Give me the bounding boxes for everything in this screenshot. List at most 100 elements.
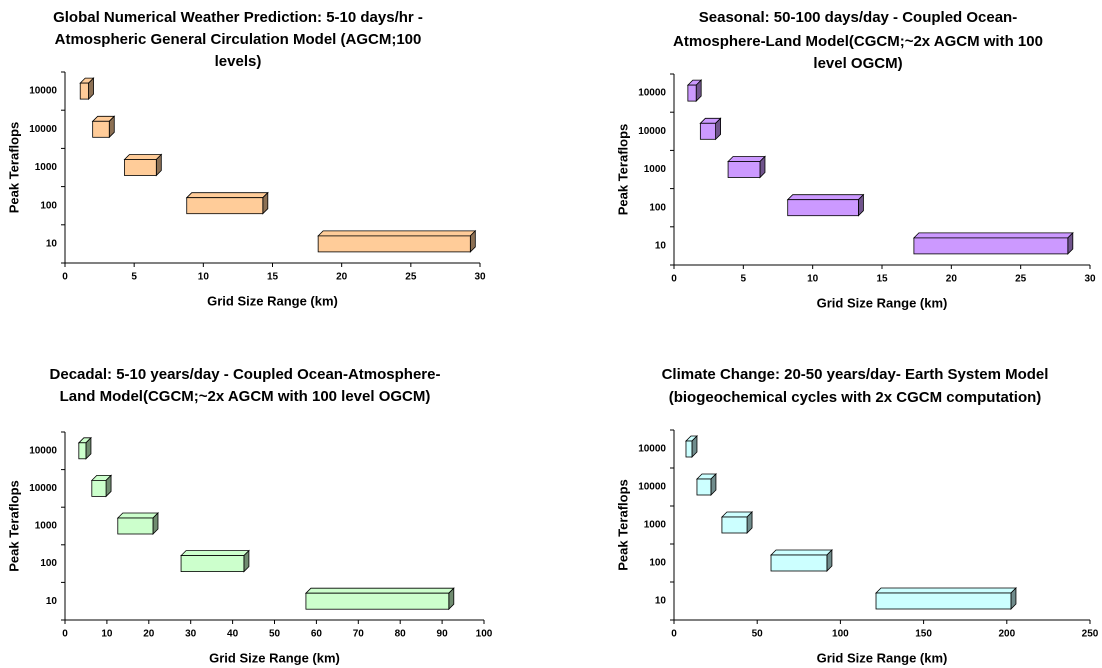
x-tick-label: 0	[62, 272, 68, 283]
y-tick-label: 10000	[638, 126, 666, 137]
bar	[124, 159, 157, 176]
bar-top	[123, 154, 163, 160]
bar	[875, 592, 1012, 610]
chart-panel: Seasonal: 50-100 days/day - Coupled Ocea…	[615, 9, 1096, 310]
x-axis-label: Grid Size Range (km)	[817, 650, 948, 665]
bar	[787, 199, 859, 217]
x-tick-label: 40	[227, 629, 239, 640]
y-tick-label: 100	[40, 200, 57, 211]
chart-panel: Climate Change: 20-50 years/day- Earth S…	[615, 366, 1098, 665]
y-tick-label: 10000	[29, 445, 57, 456]
y-tick-label: 10000	[638, 88, 666, 99]
bar	[79, 82, 89, 100]
y-tick-label: 10000	[638, 444, 666, 455]
y-tick-label: 100	[649, 558, 666, 569]
bar-top	[786, 194, 865, 201]
chart-title: Atmospheric General Circulation Model (A…	[55, 31, 422, 48]
x-tick-label: 30	[1084, 274, 1096, 285]
y-tick-label: 10	[655, 241, 667, 252]
x-tick-label: 5	[131, 272, 137, 283]
x-tick-label: 70	[353, 629, 365, 640]
bar	[117, 517, 154, 535]
y-tick-label: 100	[40, 558, 57, 569]
bar	[180, 555, 245, 572]
chart-title: Climate Change: 20-50 years/day- Earth S…	[662, 366, 1049, 383]
bar	[186, 197, 264, 215]
bar-top	[727, 156, 766, 162]
x-tick-label: 10	[101, 629, 113, 640]
bar	[305, 592, 450, 610]
x-tick-label: 100	[476, 629, 493, 640]
x-axis-label: Grid Size Range (km)	[209, 650, 340, 665]
y-tick-label: 10000	[29, 124, 57, 135]
bar-top	[180, 550, 250, 556]
bar-top	[317, 230, 477, 237]
x-axis-label: Grid Size Range (km)	[207, 293, 338, 308]
y-axis-label: Peak Teraflops	[615, 124, 630, 216]
bar	[770, 554, 828, 572]
x-tick-label: 25	[405, 272, 417, 283]
x-tick-label: 5	[741, 274, 747, 285]
bar-top	[875, 587, 1017, 594]
bar-top	[912, 232, 1074, 239]
chart-title: Atmosphere-Land Model(CGCM;~2x AGCM with…	[673, 33, 1043, 50]
chart-title: Decadal: 5-10 years/day - Coupled Ocean-…	[50, 366, 441, 383]
x-tick-label: 30	[185, 629, 197, 640]
x-tick-label: 50	[269, 629, 281, 640]
y-tick-label: 10000	[29, 483, 57, 494]
bar	[78, 442, 87, 460]
x-tick-label: 60	[311, 629, 323, 640]
y-tick-label: 10000	[29, 86, 57, 97]
x-tick-label: 50	[752, 629, 764, 640]
x-tick-label: 0	[62, 629, 68, 640]
x-tick-label: 30	[474, 272, 486, 283]
y-tick-label: 10	[655, 596, 667, 607]
y-tick-label: 10	[46, 596, 58, 607]
x-tick-label: 10	[807, 274, 819, 285]
x-tick-label: 100	[832, 629, 849, 640]
y-tick-label: 10	[46, 239, 58, 250]
y-tick-label: 1000	[644, 520, 667, 531]
bar-top	[770, 549, 833, 556]
chart-panel: Global Numerical Weather Prediction: 5-1…	[6, 9, 486, 308]
x-tick-label: 20	[336, 272, 348, 283]
y-tick-label: 1000	[35, 521, 58, 532]
x-tick-label: 25	[1015, 274, 1027, 285]
bar	[317, 235, 471, 253]
bar	[91, 479, 107, 497]
x-axis-label: Grid Size Range (km)	[817, 295, 948, 310]
x-tick-label: 20	[143, 629, 155, 640]
y-tick-label: 100	[649, 202, 666, 213]
bar	[699, 122, 717, 140]
bar	[92, 120, 110, 138]
x-tick-label: 80	[395, 629, 407, 640]
chart-title: Seasonal: 50-100 days/day - Coupled Ocea…	[699, 9, 1017, 26]
x-tick-label: 20	[946, 274, 958, 285]
bar	[685, 440, 693, 458]
x-tick-label: 250	[1082, 629, 1099, 640]
y-tick-label: 1000	[35, 162, 58, 173]
bar	[696, 478, 712, 496]
x-tick-label: 150	[915, 629, 932, 640]
x-tick-label: 0	[671, 274, 677, 285]
y-axis-label: Peak Teraflops	[6, 122, 21, 214]
chart-title: Global Numerical Weather Prediction: 5-1…	[53, 9, 423, 26]
bar-top	[185, 192, 269, 199]
y-tick-label: 10000	[638, 482, 666, 493]
x-tick-label: 15	[876, 274, 888, 285]
chart-title: levels)	[215, 53, 262, 70]
bar-top	[116, 512, 159, 519]
chart-panel: Decadal: 5-10 years/day - Coupled Ocean-…	[6, 366, 492, 665]
x-tick-label: 10	[198, 272, 210, 283]
bar	[721, 516, 748, 534]
bar-top	[304, 587, 455, 594]
bar	[913, 237, 1069, 255]
x-tick-label: 0	[671, 629, 677, 640]
chart-title: Land Model(CGCM;~2x AGCM with 100 level …	[60, 388, 431, 405]
x-tick-label: 90	[437, 629, 449, 640]
y-tick-label: 1000	[644, 164, 667, 175]
chart-title: (biogeochemical cycles with 2x CGCM comp…	[669, 389, 1042, 406]
x-tick-label: 15	[267, 272, 279, 283]
y-axis-label: Peak Teraflops	[615, 479, 630, 571]
